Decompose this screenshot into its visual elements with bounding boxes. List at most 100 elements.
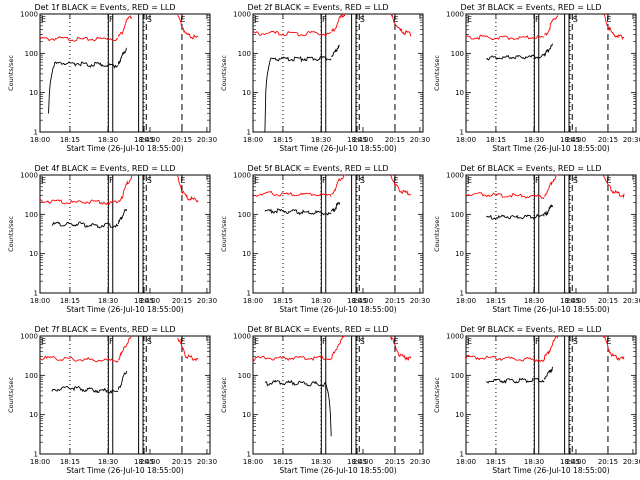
event-marker-label: E bbox=[180, 176, 185, 185]
x-tick-label: 18:15 bbox=[60, 136, 80, 144]
x-tick-label: 18:45 bbox=[134, 297, 154, 305]
event-marker-label: S bbox=[360, 15, 365, 24]
y-axis-label: Counts/sec bbox=[433, 377, 441, 413]
lld-trace bbox=[544, 174, 558, 197]
y-tick-label: 1000 bbox=[20, 11, 38, 19]
lld-trace bbox=[390, 336, 412, 362]
lld-trace bbox=[465, 354, 545, 363]
x-tick-label: 20:15 bbox=[172, 297, 192, 305]
x-tick-label: 20:00 bbox=[566, 297, 586, 305]
plot-frame bbox=[39, 335, 211, 455]
event-marker-label: E bbox=[467, 337, 472, 346]
x-axis-label: Start Time (26-Jul-10 18:55:00) bbox=[279, 144, 396, 153]
y-tick-label: 10 bbox=[455, 89, 464, 97]
panel-8: Det 8f BLACK = Events, RED = LLD 1 10 100 10… bbox=[220, 325, 430, 475]
x-tick-label: 18:30 bbox=[98, 297, 118, 305]
lld-trace bbox=[118, 175, 133, 203]
events-trace bbox=[543, 366, 554, 380]
x-tick-label: 18:30 bbox=[311, 458, 331, 466]
x-tick-label: 18:45 bbox=[347, 458, 367, 466]
y-tick-label: 10 bbox=[29, 89, 38, 97]
y-axis-label: Counts/sec bbox=[7, 55, 15, 91]
event-marker-label: F bbox=[322, 176, 327, 185]
event-marker-label: S bbox=[573, 15, 578, 24]
plot-frame bbox=[465, 335, 637, 455]
x-tick-label: 18:45 bbox=[347, 297, 367, 305]
plot-frame bbox=[252, 335, 424, 455]
y-tick-label: 10 bbox=[455, 411, 464, 419]
x-tick-label: 20:30 bbox=[197, 297, 217, 305]
y-tick-label: 1000 bbox=[446, 11, 464, 19]
x-tick-label: 18:45 bbox=[134, 458, 154, 466]
event-marker-label: E bbox=[41, 337, 46, 346]
y-tick-label: 10 bbox=[242, 250, 251, 258]
event-marker-label: E bbox=[180, 15, 185, 24]
events-trace bbox=[486, 54, 545, 61]
lld-trace bbox=[390, 13, 412, 37]
y-tick-label: 100 bbox=[238, 211, 251, 219]
event-marker-label: F bbox=[322, 337, 327, 346]
panel-title: Det 8f BLACK = Events, RED = LLD bbox=[247, 325, 388, 334]
x-tick-label: 20:00 bbox=[353, 136, 373, 144]
y-tick-label: 1 bbox=[460, 129, 464, 137]
x-axis-label: Start Time (26-Jul-10 18:55:00) bbox=[66, 466, 183, 475]
y-axis-label: Counts/sec bbox=[7, 216, 15, 252]
y-tick-label: 1000 bbox=[233, 172, 251, 180]
x-tick-label: 20:15 bbox=[385, 136, 405, 144]
panel-4: Det 4f BLACK = Events, RED = LLD 1 10 100 10… bbox=[7, 164, 217, 314]
y-tick-label: 100 bbox=[238, 50, 251, 58]
x-tick-label: 20:15 bbox=[598, 297, 618, 305]
events-trace bbox=[51, 385, 119, 394]
x-tick-label: 18:00 bbox=[243, 136, 263, 144]
x-tick-label: 20:30 bbox=[197, 458, 217, 466]
plot-frame bbox=[39, 174, 211, 294]
panel-title: Det 1f BLACK = Events, RED = LLD bbox=[34, 3, 175, 12]
events-trace bbox=[48, 61, 119, 114]
lld-trace bbox=[330, 335, 345, 360]
lld-trace bbox=[39, 198, 119, 206]
events-trace bbox=[264, 55, 332, 133]
y-tick-label: 100 bbox=[238, 372, 251, 380]
events-trace bbox=[330, 201, 341, 212]
y-tick-label: 1 bbox=[34, 290, 38, 298]
x-tick-label: 18:30 bbox=[98, 458, 118, 466]
panel-2: Det 2f BLACK = Events, RED = LLD 1 10 100 10… bbox=[220, 3, 430, 153]
y-tick-label: 1 bbox=[34, 129, 38, 137]
x-tick-label: 18:00 bbox=[243, 458, 263, 466]
lld-trace bbox=[465, 192, 545, 200]
lld-trace bbox=[465, 34, 545, 41]
y-axis-label: Counts/sec bbox=[220, 377, 228, 413]
y-tick-label: 1 bbox=[460, 451, 464, 459]
x-tick-label: 20:30 bbox=[623, 136, 640, 144]
events-trace bbox=[264, 379, 332, 437]
panel-title: Det 5f BLACK = Events, RED = LLD bbox=[247, 164, 388, 173]
x-tick-label: 18:00 bbox=[456, 297, 476, 305]
event-marker-label: E bbox=[393, 337, 398, 346]
panel-title: Det 9f BLACK = Events, RED = LLD bbox=[460, 325, 601, 334]
events-trace bbox=[117, 370, 128, 390]
lld-trace bbox=[252, 30, 332, 37]
plot-frame bbox=[465, 174, 637, 294]
events-trace bbox=[117, 208, 128, 225]
x-tick-label: 20:30 bbox=[410, 458, 430, 466]
x-tick-label: 20:15 bbox=[598, 458, 618, 466]
lld-trace bbox=[177, 13, 199, 40]
x-axis-label: Start Time (26-Jul-10 18:55:00) bbox=[279, 466, 396, 475]
event-marker-label: S bbox=[147, 337, 152, 346]
x-tick-label: 20:00 bbox=[140, 458, 160, 466]
event-marker-label: E bbox=[254, 176, 259, 185]
event-marker-label: S bbox=[360, 176, 365, 185]
x-tick-label: 20:00 bbox=[353, 297, 373, 305]
lld-trace bbox=[543, 335, 559, 361]
x-tick-label: 18:45 bbox=[560, 458, 580, 466]
x-tick-label: 18:30 bbox=[311, 136, 331, 144]
event-marker-label: F bbox=[109, 337, 114, 346]
y-tick-label: 10 bbox=[242, 411, 251, 419]
event-marker-label: S bbox=[360, 337, 365, 346]
y-tick-label: 100 bbox=[451, 211, 464, 219]
x-tick-label: 18:15 bbox=[486, 136, 506, 144]
y-tick-label: 100 bbox=[25, 211, 38, 219]
events-trace bbox=[264, 208, 332, 216]
event-marker-label: F bbox=[535, 337, 540, 346]
